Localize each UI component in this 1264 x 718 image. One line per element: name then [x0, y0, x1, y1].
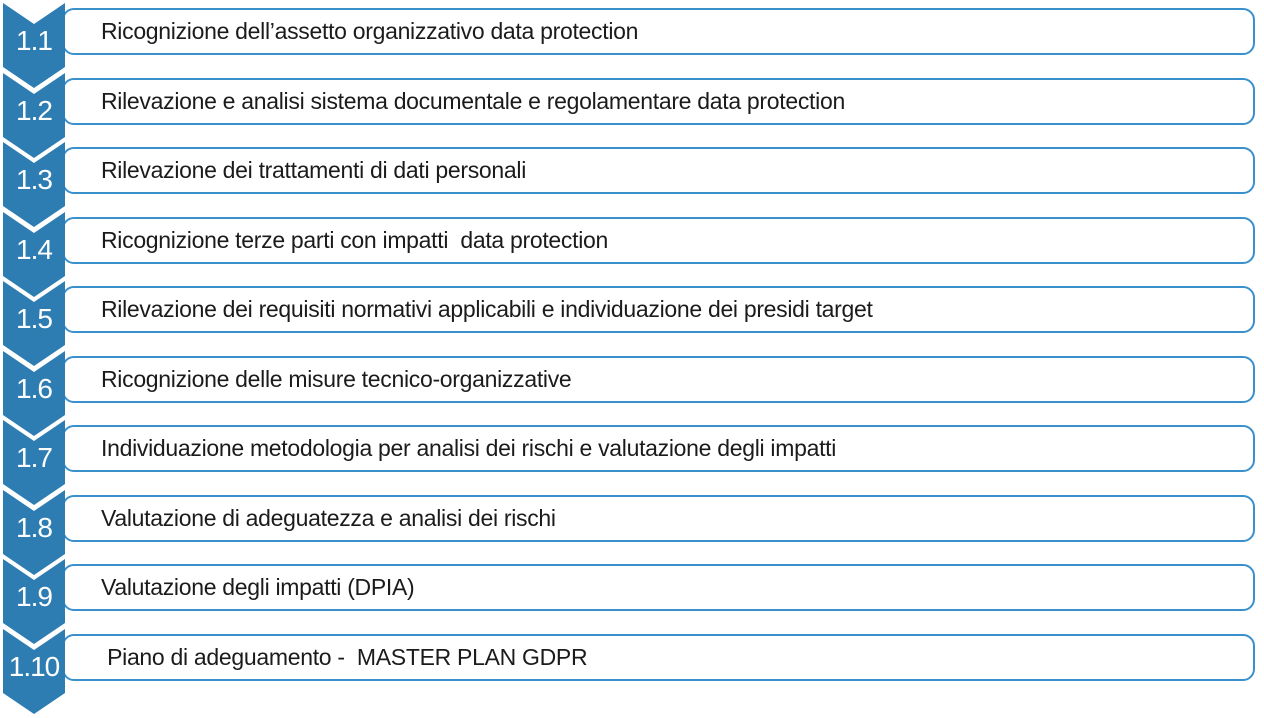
step-bar: Valutazione degli impatti (DPIA)	[62, 564, 1255, 611]
process-step-row: Valutazione degli impatti (DPIA) 1.9	[0, 559, 1264, 645]
step-label: Ricognizione terze parti con impatti dat…	[101, 226, 608, 253]
step-label: Individuazione metodologia per analisi d…	[101, 435, 837, 461]
step-number: 1.1	[16, 25, 53, 56]
chevron-down-icon: 1.6	[3, 350, 65, 436]
step-number: 1.7	[16, 442, 53, 473]
step-bar: Rilevazione e analisi sistema documental…	[62, 77, 1255, 125]
process-step-row: Ricognizione delle misure tecnico-organi…	[0, 350, 1264, 437]
chevron-down-icon: 1.2	[3, 72, 65, 158]
chevron-down-icon: 1.3	[3, 142, 65, 227]
step-label: Ricognizione delle misure tecnico-organi…	[101, 365, 572, 392]
process-step-row: Individuazione metodologia per analisi d…	[0, 420, 1264, 506]
step-label: Valutazione degli impatti (DPIA)	[101, 574, 415, 600]
chevron-down-icon: 1.10	[3, 628, 65, 714]
process-step-row: Ricognizione dell’assetto organizzativo …	[0, 3, 1264, 89]
step-bar: Ricognizione delle misure tecnico-organi…	[62, 355, 1255, 403]
step-bar: Ricognizione dell’assetto organizzativo …	[62, 8, 1255, 55]
step-label: Valutazione di adeguatezza e analisi dei…	[101, 504, 556, 531]
process-step-row: Rilevazione dei requisiti normativi appl…	[0, 281, 1264, 367]
step-number: 1.5	[16, 303, 53, 334]
process-step-row: Rilevazione dei trattamenti di dati pers…	[0, 142, 1264, 228]
step-bar: Ricognizione terze parti con impatti dat…	[62, 216, 1255, 264]
process-step-row: Valutazione di adeguatezza e analisi dei…	[0, 489, 1264, 576]
step-label: Rilevazione e analisi sistema documental…	[101, 87, 845, 114]
step-label: Rilevazione dei requisiti normativi appl…	[101, 296, 873, 322]
chevron-down-icon: 1.8	[3, 489, 65, 575]
step-number: 1.10	[8, 650, 61, 682]
step-number: 1.2	[16, 94, 53, 126]
step-number: 1.9	[16, 581, 53, 612]
step-bar: Rilevazione dei trattamenti di dati pers…	[62, 147, 1255, 194]
step-number: 1.3	[16, 164, 53, 195]
step-label: Piano di adeguamento - MASTER PLAN GDPR	[101, 643, 588, 670]
step-number: 1.4	[16, 233, 53, 265]
chevron-down-icon: 1.9	[3, 559, 65, 644]
step-bar: Rilevazione dei requisiti normativi appl…	[62, 286, 1255, 333]
step-number: 1.8	[16, 511, 53, 543]
process-step-row: Ricognizione terze parti con impatti dat…	[0, 211, 1264, 298]
chevron-down-icon: 1.5	[3, 281, 65, 366]
step-number: 1.6	[16, 372, 53, 404]
step-bar: Individuazione metodologia per analisi d…	[62, 425, 1255, 472]
step-label: Ricognizione dell’assetto organizzativo …	[101, 18, 639, 44]
chevron-down-icon: 1.7	[3, 420, 65, 505]
process-step-row: Rilevazione e analisi sistema documental…	[0, 72, 1264, 159]
chevron-down-icon: 1.1	[3, 3, 65, 88]
chevron-down-icon: 1.4	[3, 211, 65, 297]
step-bar: Valutazione di adeguatezza e analisi dei…	[62, 494, 1255, 542]
step-bar: Piano di adeguamento - MASTER PLAN GDPR	[62, 633, 1255, 681]
process-step-row: Piano di adeguamento - MASTER PLAN GDPR …	[0, 628, 1264, 715]
step-label: Rilevazione dei trattamenti di dati pers…	[101, 157, 527, 183]
